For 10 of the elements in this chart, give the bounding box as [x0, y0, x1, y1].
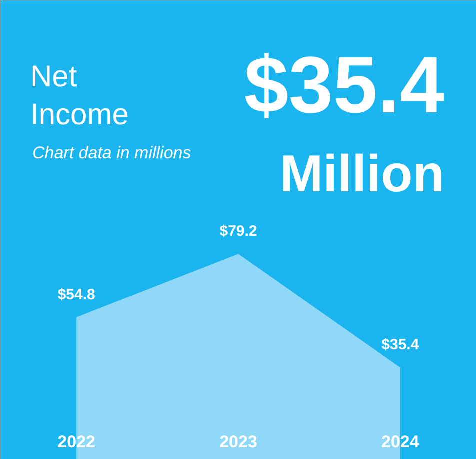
text: Net Income [30, 60, 129, 132]
x-tick-label: 2023 [220, 432, 258, 452]
data-label: $35.4 [382, 336, 420, 354]
data-label: $79.2 [220, 223, 258, 240]
text: Chart data in millions [32, 144, 192, 162]
annotation: Million [280, 146, 445, 204]
data-label: $54.8 [58, 286, 96, 304]
annotation: $35.4 [244, 40, 446, 130]
x-tick-label: 2022 [58, 432, 96, 452]
x-tick-label: 2024 [381, 432, 420, 452]
